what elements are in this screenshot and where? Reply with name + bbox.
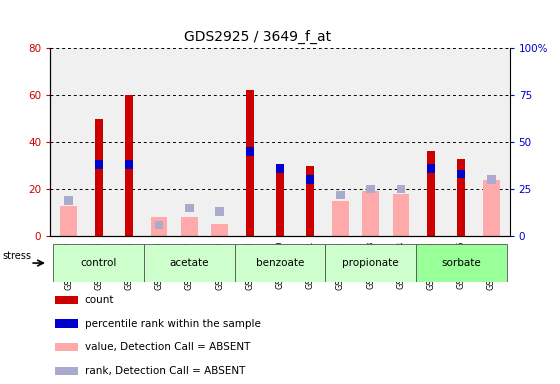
Bar	[306, 166, 315, 236]
Bar	[457, 159, 465, 236]
Bar	[125, 161, 133, 169]
Text: count: count	[85, 295, 114, 305]
Bar	[332, 201, 349, 236]
Bar	[336, 190, 344, 199]
Bar	[55, 343, 78, 351]
Text: acetate: acetate	[170, 258, 209, 268]
Text: benzoate: benzoate	[256, 258, 304, 268]
Bar	[245, 147, 254, 156]
Bar	[60, 205, 77, 236]
Bar	[185, 204, 194, 212]
Bar	[55, 296, 78, 305]
Bar	[181, 217, 198, 236]
Bar	[276, 173, 284, 236]
Bar	[211, 224, 228, 236]
Bar	[393, 194, 409, 236]
Bar	[427, 152, 435, 236]
Text: percentile rank within the sample: percentile rank within the sample	[85, 319, 260, 329]
Bar	[427, 164, 435, 173]
Bar	[125, 95, 133, 236]
Bar	[416, 244, 507, 282]
Text: GDS2925 / 3649_f_at: GDS2925 / 3649_f_at	[184, 30, 331, 44]
Bar	[362, 192, 379, 236]
Bar	[487, 175, 496, 184]
Bar	[306, 175, 315, 184]
Bar	[216, 207, 224, 216]
Bar	[53, 244, 144, 282]
Bar	[245, 90, 254, 236]
Text: rank, Detection Call = ABSENT: rank, Detection Call = ABSENT	[85, 366, 245, 376]
Bar	[325, 244, 416, 282]
Bar	[235, 244, 325, 282]
Text: sorbate: sorbate	[441, 258, 481, 268]
Bar	[64, 196, 73, 205]
Text: control: control	[81, 258, 117, 268]
Bar	[483, 180, 500, 236]
Bar	[95, 161, 103, 169]
Bar	[55, 319, 78, 328]
Bar	[396, 185, 405, 194]
Bar	[151, 217, 167, 236]
Text: value, Detection Call = ABSENT: value, Detection Call = ABSENT	[85, 342, 250, 352]
Bar	[55, 366, 78, 375]
Bar	[155, 221, 164, 229]
Bar	[95, 119, 103, 236]
Bar	[276, 164, 284, 173]
Bar	[366, 185, 375, 194]
Bar	[457, 170, 465, 178]
Text: stress: stress	[2, 251, 31, 261]
Bar	[144, 244, 235, 282]
Text: propionate: propionate	[342, 258, 399, 268]
